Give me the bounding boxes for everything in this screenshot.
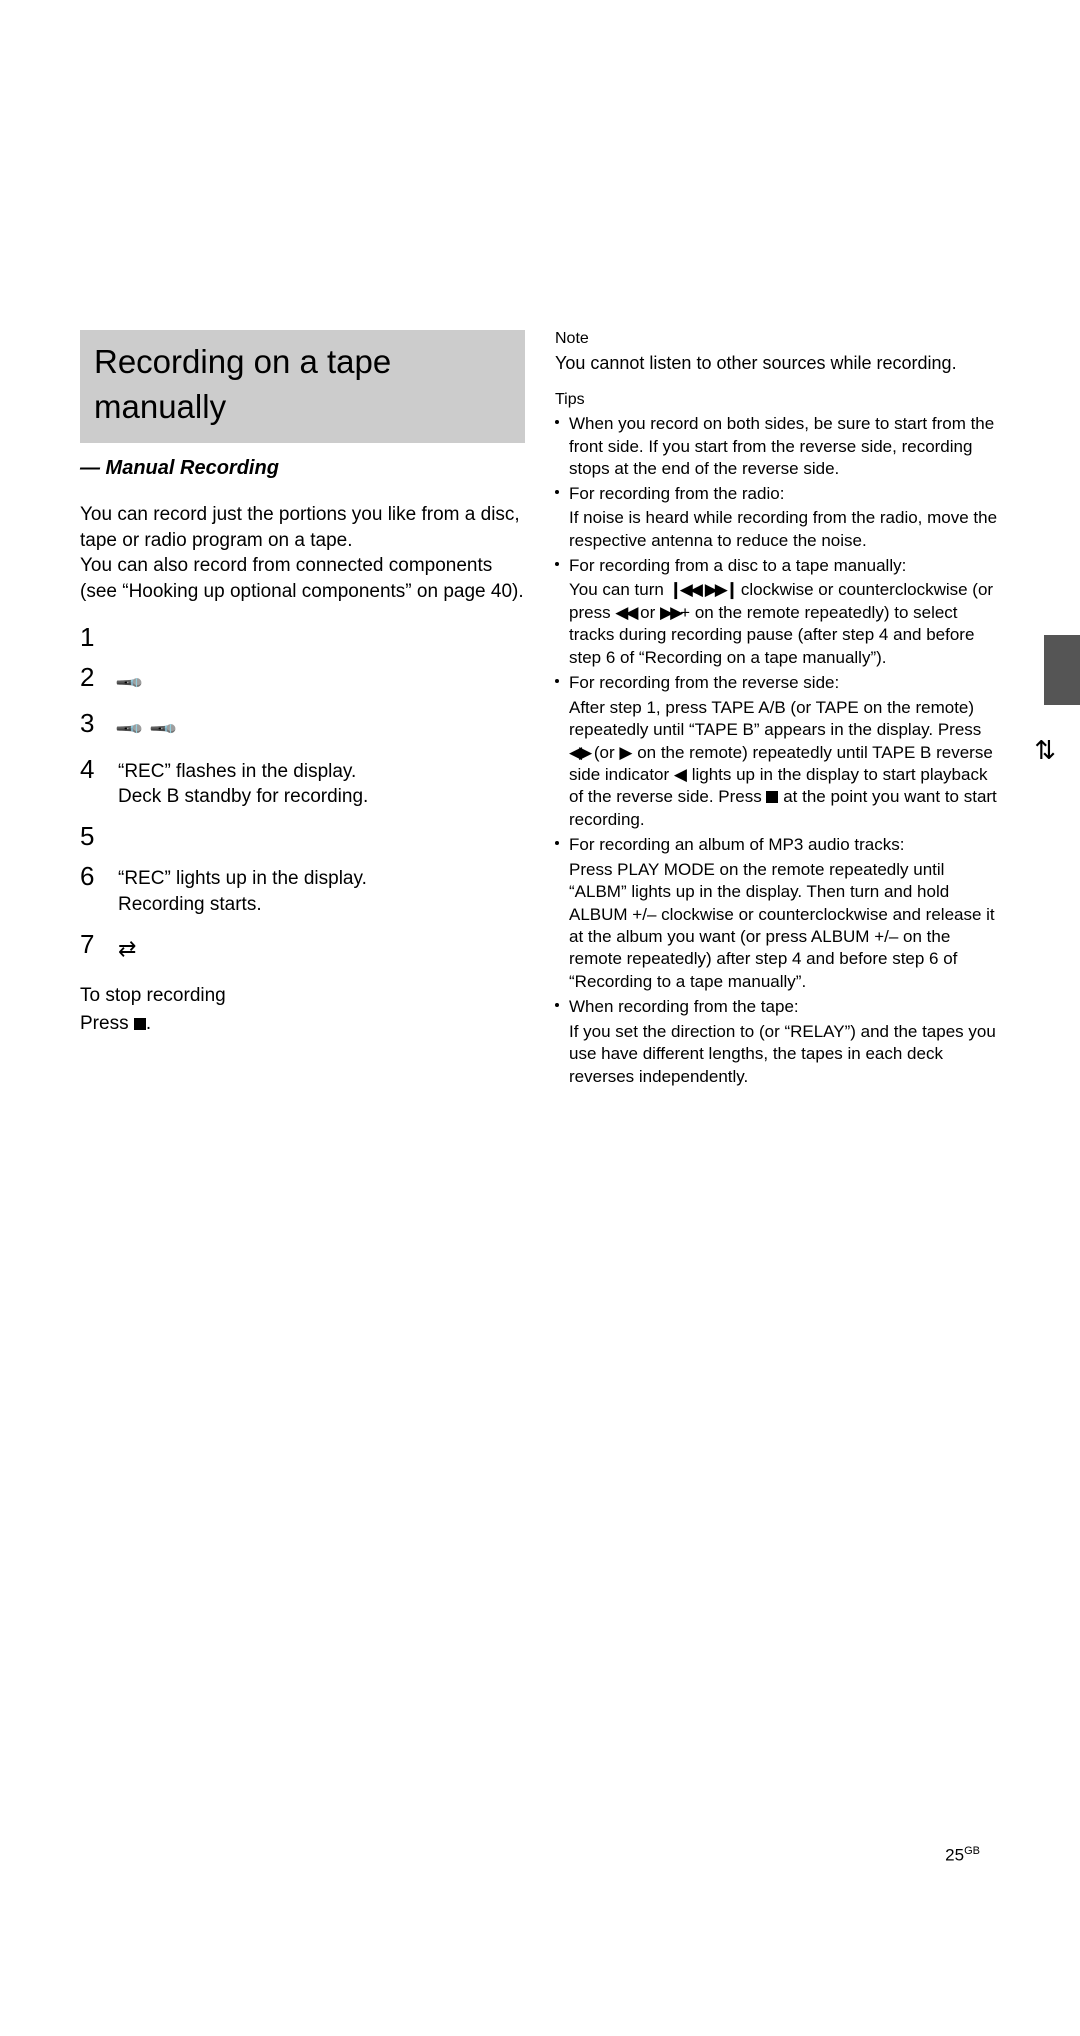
stop-text: Press . [80, 1013, 525, 1035]
title-line-1: Recording on a tape [94, 340, 511, 385]
swap-icon: ⇄ [118, 936, 132, 961]
step-1: 1 [80, 623, 525, 652]
stop-icon [134, 1018, 146, 1030]
left-column: Recording on a tape manually — Manual Re… [80, 330, 525, 1091]
right-column: Note You cannot listen to other sources … [555, 330, 1000, 1091]
step-2: 2 🎤 [80, 663, 525, 697]
step-number: 6 [80, 862, 100, 917]
step-5: 5 [80, 822, 525, 851]
page-number: 25GB [945, 1845, 980, 1866]
tip-6: When recording from the tape: [555, 996, 1000, 1018]
step-4: 4 “REC” flashes in the display. Deck B s… [80, 755, 525, 810]
note-text: You cannot listen to other sources while… [555, 352, 1000, 375]
tips-list: When you record on both sides, be sure t… [555, 413, 1000, 1088]
rev-indicator-icon: ◀ [674, 765, 687, 784]
tip-sub-heading: For recording from the reverse side: [569, 673, 839, 692]
tip-6-body: If you set the direction to (or “RELAY”)… [555, 1021, 1000, 1088]
note-heading: Note [555, 330, 1000, 348]
step-number: 2 [80, 663, 100, 697]
tip-3-body: You can turn ❙◀◀ ▶▶❙ clockwise or counte… [555, 579, 1000, 669]
stop-pre: Press [80, 1013, 134, 1034]
step-body [118, 822, 525, 851]
page-number-suffix: GB [964, 1845, 980, 1857]
tip-sub-heading: For recording from a disc to a tape manu… [569, 556, 906, 575]
title-line-2: manually [94, 385, 511, 430]
skip-fwd-icon: ▶▶❙ [705, 580, 736, 599]
tip-text: When you record on both sides, be sure t… [569, 414, 994, 478]
stop-post: . [146, 1013, 151, 1034]
tip-1: When you record on both sides, be sure t… [555, 413, 1000, 480]
ffw-icon: ▶▶ [660, 603, 680, 622]
tip-5-body: Press PLAY MODE on the remote repeatedly… [555, 859, 1000, 994]
tips-heading: Tips [555, 391, 1000, 409]
t: After step 1, press TAPE A/B (or TAPE on… [569, 698, 981, 739]
tip-sub-heading: For recording from the radio: [569, 484, 784, 503]
tip-5: For recording an album of MP3 audio trac… [555, 834, 1000, 856]
tip-sub-heading: For recording an album of MP3 audio trac… [569, 835, 904, 854]
step-6: 6 “REC” lights up in the display. Record… [80, 862, 525, 917]
t: or [635, 603, 660, 622]
tip-2: For recording from the radio: [555, 483, 1000, 505]
step-7: 7 ⇄ [80, 930, 525, 964]
title-box: Recording on a tape manually [80, 330, 525, 443]
step-body: “REC” lights up in the display. Recordin… [118, 862, 525, 917]
step-body: ⇄ [118, 930, 525, 964]
step-number: 5 [80, 822, 100, 851]
stop-recording: To stop recording Press . [80, 985, 525, 1035]
side-tab [1044, 635, 1080, 705]
tip-4: For recording from the reverse side: [555, 672, 1000, 694]
t: (or [589, 743, 619, 762]
mic-icon-row: 🎤 [118, 671, 525, 697]
step-number: 3 [80, 709, 100, 743]
mic-icon: 🎤 [113, 713, 146, 746]
step-body: 🎤 🎤 [118, 709, 525, 743]
step-body: 🎤 [118, 663, 525, 697]
t: You can turn [569, 580, 669, 599]
page-content: Recording on a tape manually — Manual Re… [80, 330, 1000, 1091]
step-body [118, 623, 525, 652]
play-rev-icon: ◀▶ [569, 743, 589, 762]
page-number-value: 25 [945, 1846, 964, 1865]
step-body: “REC” flashes in the display. Deck B sta… [118, 755, 525, 810]
tip-sub-heading: When recording from the tape: [569, 997, 799, 1016]
intro-text: You can record just the portions you lik… [80, 502, 525, 605]
subtitle: — Manual Recording [80, 457, 525, 480]
skip-back-icon: ❙◀◀ [669, 580, 700, 599]
step-number: 4 [80, 755, 100, 810]
step-number: 7 [80, 930, 100, 964]
t: If you set the direction to [569, 1022, 759, 1041]
steps-list: 1 2 🎤 3 🎤 🎤 [80, 623, 525, 964]
step-number: 1 [80, 623, 100, 652]
tip-3: For recording from a disc to a tape manu… [555, 555, 1000, 577]
step-3: 3 🎤 🎤 [80, 709, 525, 743]
mic-icon-row: 🎤 🎤 [118, 717, 525, 743]
updown-arrow-icon: ⇅ [1034, 735, 1056, 766]
play-icon: ▶ [619, 743, 632, 762]
rew-icon: ◀◀ [615, 603, 635, 622]
stop-heading: To stop recording [80, 985, 525, 1007]
tip-2-body: If noise is heard while recording from t… [555, 507, 1000, 552]
tip-4-body: After step 1, press TAPE A/B (or TAPE on… [555, 697, 1000, 832]
mic-icon: 🎤 [146, 713, 179, 746]
mic-icon: 🎤 [113, 667, 146, 700]
stop-icon [766, 791, 778, 803]
